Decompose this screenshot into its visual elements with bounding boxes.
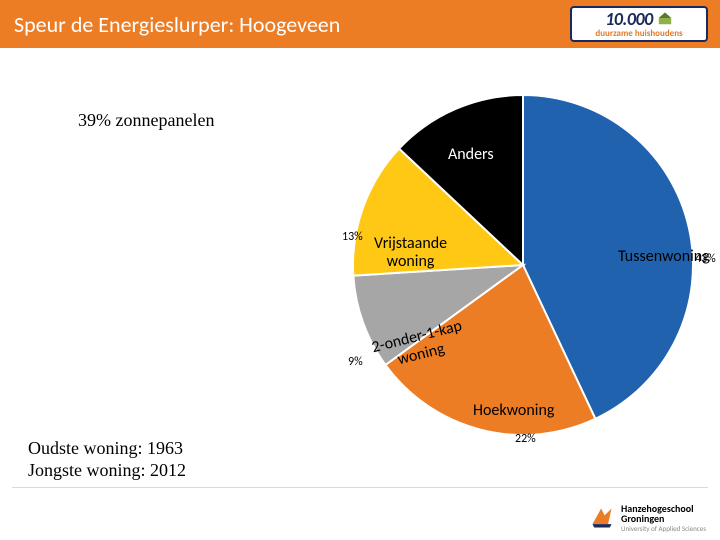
footer-logo-text: Hanzehogeschool Groningen University of … <box>621 504 706 532</box>
slice-percent: 43% <box>695 252 716 266</box>
slice-percent: 22% <box>515 432 536 446</box>
house-icon <box>657 11 673 25</box>
hanze-logo-icon <box>589 505 615 531</box>
annotation-zonnepanelen: 39% zonnepanelen <box>78 110 214 131</box>
pie-chart: Tussenwoning43%Hoekwoning22%2-onder-1-ka… <box>338 80 708 450</box>
footer-logo: Hanzehogeschool Groningen University of … <box>589 504 706 532</box>
slice-label: Vrijstaandewoning <box>374 235 447 272</box>
footer-divider <box>12 487 708 488</box>
slide-root: Speur de Energieslurper: Hoogeveen 10.00… <box>0 0 720 540</box>
slice-label: Hoekwoning <box>473 402 554 420</box>
program-badge: 10.000 duurzame huishoudens <box>570 6 708 42</box>
footer-logo-line3: University of Applied Sciences <box>621 525 706 532</box>
slice-percent: 9% <box>348 355 363 369</box>
annotation-oudste: Oudste woning: 1963 <box>28 438 183 459</box>
badge-subtitle: duurzame huishoudens <box>595 29 682 38</box>
badge-top-row: 10.000 <box>605 10 672 28</box>
slice-percent: 13% <box>452 116 473 130</box>
badge-number: 10.000 <box>605 10 652 28</box>
slice-percent: 13% <box>342 230 363 244</box>
annotation-jongste: Jongste woning: 2012 <box>28 460 186 481</box>
slice-label: Anders <box>448 146 494 164</box>
slide-title: Speur de Energieslurper: Hoogeveen <box>14 11 340 38</box>
